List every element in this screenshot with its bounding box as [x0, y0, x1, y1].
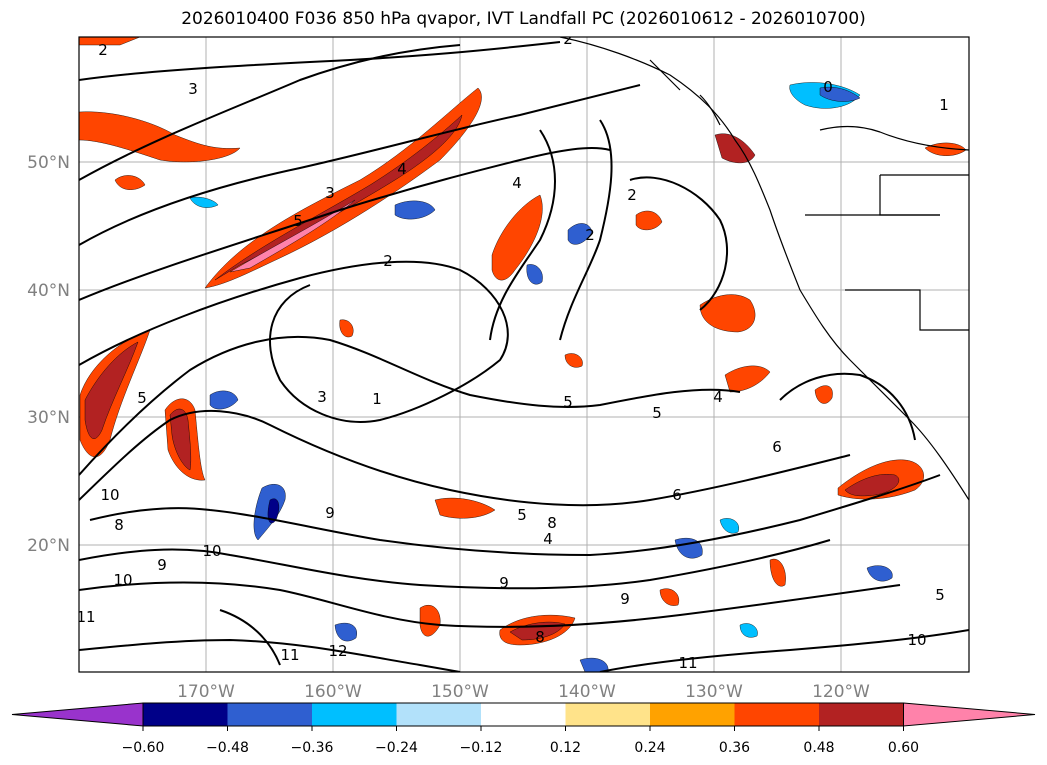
contour-label: 10 — [100, 486, 119, 504]
contour-label: 5 — [137, 389, 147, 407]
contour-label: 1 — [939, 96, 949, 114]
contour-label: 9 — [499, 574, 509, 592]
contour-label: 10 — [907, 631, 926, 649]
contour-label: 4 — [397, 160, 407, 178]
contour-label: 6 — [772, 438, 782, 456]
contour-label: 8 — [535, 628, 545, 646]
colorbar-segment — [227, 703, 313, 726]
lon-label: 150°W — [431, 682, 489, 702]
colorbar-tick-label: 0.36 — [719, 740, 750, 756]
lat-label: 40°N — [27, 281, 70, 301]
contour-label: 2 — [98, 41, 108, 59]
colorbar-tick-label: 0.12 — [550, 740, 581, 756]
colorbar-segment — [650, 703, 735, 726]
contour-label: 11 — [678, 654, 697, 672]
qvapor-fill — [79, 37, 967, 672]
colorbar-tick-label: −0.60 — [122, 740, 165, 756]
contour-label: 9 — [620, 590, 630, 608]
colorbar-segment — [143, 703, 228, 726]
gridlines — [79, 37, 969, 672]
colorbar-tick-label: −0.48 — [206, 740, 249, 756]
ivt-contours — [79, 41, 969, 672]
contour-label: 10 — [202, 542, 221, 560]
contour-label: 11 — [76, 608, 95, 626]
contour-label: 2 — [563, 30, 573, 48]
colorbar-segment — [396, 703, 482, 726]
colorbar-tick-label: 0.24 — [634, 740, 665, 756]
contour-label: 5 — [652, 404, 662, 422]
contour-label: 8 — [114, 516, 124, 534]
colorbar-extend-low — [11, 702, 144, 727]
colorbar-tick-label: 0.48 — [803, 740, 834, 756]
contour-label: 2 — [585, 226, 595, 244]
longitude-labels: 170°W 160°W 150°W 140°W 130°W 120°W — [177, 682, 870, 702]
contour-label: 5 — [563, 393, 573, 411]
contour-label: 9 — [325, 504, 335, 522]
lon-label: 120°W — [812, 682, 870, 702]
coastlines — [559, 37, 969, 501]
colorbar-extend-high — [903, 702, 1036, 727]
colorbar-segment — [819, 703, 904, 726]
colorbar-tick-label: −0.36 — [291, 740, 334, 756]
lat-label: 50°N — [27, 153, 70, 173]
colorbar-ticks: −0.60 −0.48 −0.36 −0.24 −0.12 0.12 0.24 0.36 0.4… — [122, 726, 919, 756]
colorbar-segment — [734, 703, 820, 726]
colorbar-segment — [312, 703, 397, 726]
map-area — [79, 37, 969, 672]
contour-label: 1 — [372, 390, 382, 408]
contour-label: 3 — [317, 388, 327, 406]
contour-label: 11 — [280, 646, 299, 664]
contour-label: 9 — [157, 556, 167, 574]
contour-label: 4 — [512, 174, 522, 192]
contour-label: 6 — [672, 486, 682, 504]
contour-label: 4 — [713, 388, 723, 406]
contour-label: 0 — [823, 78, 833, 96]
colorbar-tick-label: −0.12 — [460, 740, 503, 756]
colorbar-border — [142, 702, 904, 727]
colorbar-tick-label: −0.24 — [375, 740, 418, 756]
map-title: 2026010400 F036 850 hPa qvapor, IVT Land… — [181, 9, 866, 29]
contour-label: 10 — [113, 571, 132, 589]
lon-label: 170°W — [177, 682, 235, 702]
lat-label: 20°N — [27, 536, 70, 556]
contour-label: 3 — [188, 80, 198, 98]
latitude-labels: 50°N 40°N 30°N 20°N — [27, 153, 70, 556]
colorbar-segment — [481, 703, 566, 726]
lat-label: 30°N — [27, 408, 70, 428]
colorbar-segment — [565, 703, 651, 726]
lon-label: 130°W — [685, 682, 743, 702]
contour-label: 5 — [517, 506, 527, 524]
contour-label: 3 — [325, 184, 335, 202]
colorbar — [11, 702, 1036, 727]
contour-label: 2 — [383, 252, 393, 270]
contour-label: 4 — [543, 530, 553, 548]
contour-label: 2 — [627, 186, 637, 204]
contour-label: 8 — [547, 514, 557, 532]
contour-label: 12 — [328, 642, 347, 660]
map-frame — [78, 36, 970, 673]
contour-label: 5 — [293, 212, 303, 230]
lon-label: 140°W — [558, 682, 616, 702]
lon-label: 160°W — [304, 682, 362, 702]
contour-label: 5 — [935, 586, 945, 604]
colorbar-tick-label: 0.60 — [888, 740, 919, 756]
